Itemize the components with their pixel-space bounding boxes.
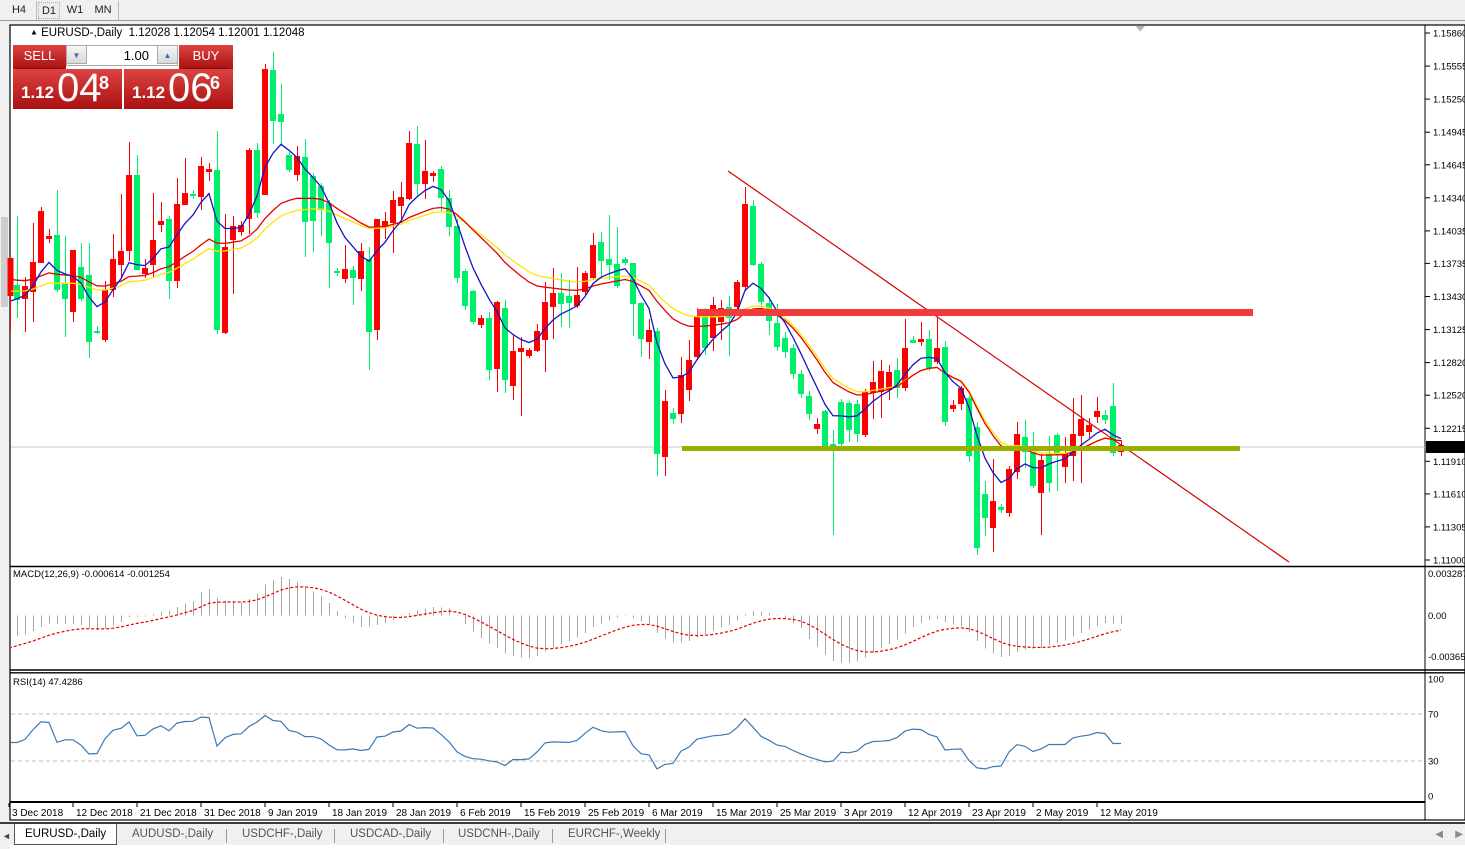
svg-text:1.12820: 1.12820 [1433, 358, 1465, 369]
svg-text:1.13735: 1.13735 [1433, 259, 1465, 270]
svg-text:15 Feb 2019: 15 Feb 2019 [524, 808, 581, 819]
svg-text:1.14340: 1.14340 [1433, 193, 1465, 204]
svg-text:0: 0 [1428, 792, 1433, 803]
svg-text:1.14035: 1.14035 [1433, 226, 1465, 237]
svg-text:2 May 2019: 2 May 2019 [1036, 808, 1089, 819]
svg-text:MACD(12,26,9) -0.000614 -0.001: MACD(12,26,9) -0.000614 -0.001254 [13, 569, 170, 580]
svg-text:18 Jan 2019: 18 Jan 2019 [332, 808, 387, 819]
svg-text:15 Mar 2019: 15 Mar 2019 [716, 808, 773, 819]
svg-text:1.13125: 1.13125 [1433, 325, 1465, 336]
svg-text:0.003287: 0.003287 [1428, 569, 1465, 580]
svg-text:9 Jan 2019: 9 Jan 2019 [268, 808, 318, 819]
svg-text:1.14945: 1.14945 [1433, 128, 1465, 139]
svg-text:23 Apr 2019: 23 Apr 2019 [972, 808, 1026, 819]
svg-text:70: 70 [1428, 710, 1439, 721]
svg-text:31 Dec 2018: 31 Dec 2018 [204, 808, 261, 819]
svg-text:3 Apr 2019: 3 Apr 2019 [844, 808, 893, 819]
svg-text:6 Mar 2019: 6 Mar 2019 [652, 808, 703, 819]
svg-text:30: 30 [1428, 757, 1439, 768]
svg-text:1.12520: 1.12520 [1433, 391, 1465, 402]
svg-text:6 Feb 2019: 6 Feb 2019 [460, 808, 511, 819]
svg-text:1.11305: 1.11305 [1433, 522, 1465, 533]
svg-text:RSI(14) 47.4286: RSI(14) 47.4286 [13, 677, 83, 688]
svg-text:1.12215: 1.12215 [1433, 424, 1465, 435]
svg-text:1.11000: 1.11000 [1433, 556, 1465, 567]
svg-text:100: 100 [1428, 675, 1444, 686]
svg-text:25 Mar 2019: 25 Mar 2019 [780, 808, 837, 819]
svg-text:1.13430: 1.13430 [1433, 292, 1465, 303]
svg-text:21 Dec 2018: 21 Dec 2018 [140, 808, 197, 819]
svg-text:1.15860: 1.15860 [1433, 29, 1465, 40]
svg-text:1.15250: 1.15250 [1433, 95, 1465, 106]
svg-text:-0.00365: -0.00365 [1428, 652, 1465, 663]
svg-text:3 Dec 2018: 3 Dec 2018 [12, 808, 64, 819]
svg-text:1.11910: 1.11910 [1433, 457, 1465, 468]
svg-text:1.15555: 1.15555 [1433, 62, 1465, 73]
svg-text:28 Jan 2019: 28 Jan 2019 [396, 808, 451, 819]
svg-text:25 Feb 2019: 25 Feb 2019 [588, 808, 645, 819]
svg-text:12 Dec 2018: 12 Dec 2018 [76, 808, 133, 819]
svg-text:12 Apr 2019: 12 Apr 2019 [908, 808, 962, 819]
svg-text:0.00: 0.00 [1428, 611, 1447, 622]
svg-text:12 May 2019: 12 May 2019 [1100, 808, 1158, 819]
svg-text:1.11610: 1.11610 [1433, 489, 1465, 500]
svg-text:1.14645: 1.14645 [1433, 160, 1465, 171]
svg-text:1.12048: 1.12048 [1430, 443, 1464, 454]
